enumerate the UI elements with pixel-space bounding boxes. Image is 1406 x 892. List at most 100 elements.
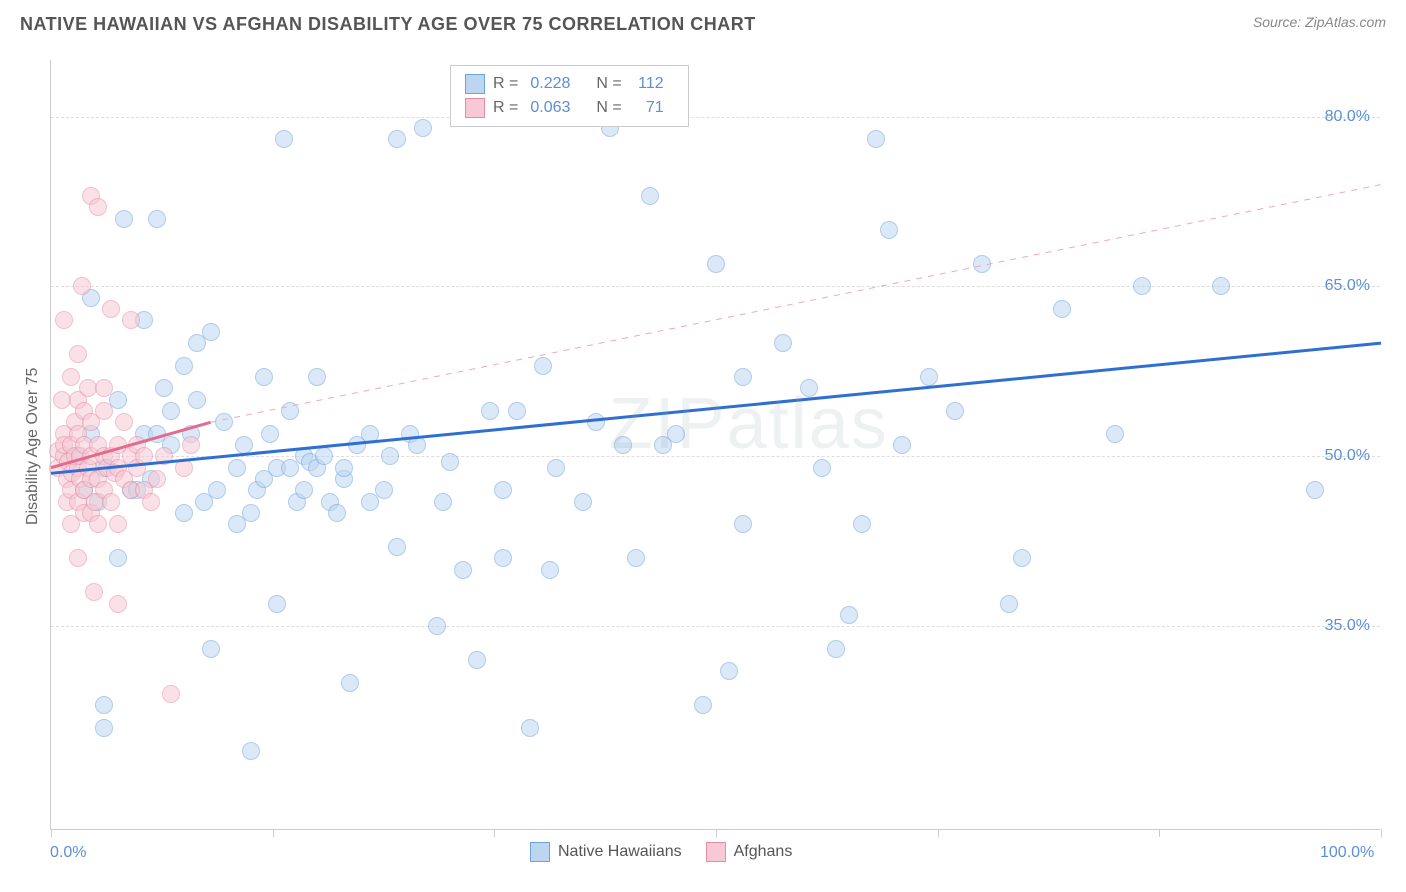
data-point (175, 504, 193, 522)
data-point (574, 493, 592, 511)
data-point (95, 402, 113, 420)
data-point (89, 515, 107, 533)
data-point (1133, 277, 1151, 295)
data-point (341, 674, 359, 692)
data-point (115, 210, 133, 228)
data-point (720, 662, 738, 680)
data-point (295, 481, 313, 499)
data-point (202, 323, 220, 341)
data-point (1000, 595, 1018, 613)
data-point (1053, 300, 1071, 318)
x-tick-label: 0.0% (50, 844, 86, 862)
data-point (800, 379, 818, 397)
gridline (51, 456, 1380, 457)
x-tick (494, 829, 495, 837)
data-point (315, 447, 333, 465)
gridline (51, 117, 1380, 118)
series-label: Native Hawaiians (558, 843, 682, 861)
data-point (148, 210, 166, 228)
data-point (667, 425, 685, 443)
data-point (361, 425, 379, 443)
data-point (95, 719, 113, 737)
data-point (69, 549, 87, 567)
series-legend-item: Native Hawaiians (530, 842, 682, 862)
data-point (893, 436, 911, 454)
data-point (242, 742, 260, 760)
data-point (428, 617, 446, 635)
data-point (946, 402, 964, 420)
y-tick-label: 50.0% (1325, 447, 1370, 465)
gridline (51, 626, 1380, 627)
x-tick (1381, 829, 1382, 837)
data-point (268, 595, 286, 613)
data-point (175, 357, 193, 375)
data-point (162, 685, 180, 703)
gridline (51, 286, 1380, 287)
x-tick (51, 829, 52, 837)
data-point (85, 583, 103, 601)
data-point (375, 481, 393, 499)
data-point (641, 187, 659, 205)
series-legend-item: Afghans (706, 842, 793, 862)
data-point (1106, 425, 1124, 443)
legend-swatch (530, 842, 550, 862)
data-point (102, 300, 120, 318)
data-point (115, 413, 133, 431)
legend-swatch (465, 74, 485, 94)
legend-row: R =0.063N =71 (465, 96, 674, 120)
data-point (454, 561, 472, 579)
data-point (73, 277, 91, 295)
data-point (182, 436, 200, 454)
data-point (414, 119, 432, 137)
data-point (281, 402, 299, 420)
data-point (235, 436, 253, 454)
data-point (242, 504, 260, 522)
data-point (481, 402, 499, 420)
data-point (261, 425, 279, 443)
plot-area (50, 60, 1380, 830)
data-point (122, 311, 140, 329)
y-tick-label: 80.0% (1325, 108, 1370, 126)
x-tick (938, 829, 939, 837)
data-point (614, 436, 632, 454)
data-point (188, 391, 206, 409)
data-point (734, 515, 752, 533)
data-point (135, 447, 153, 465)
data-point (202, 640, 220, 658)
data-point (707, 255, 725, 273)
chart-title: NATIVE HAWAIIAN VS AFGHAN DISABILITY AGE… (20, 14, 756, 35)
data-point (388, 130, 406, 148)
data-point (215, 413, 233, 431)
data-point (880, 221, 898, 239)
legend-r-value: 0.228 (530, 72, 578, 96)
legend-n-value: 71 (634, 96, 664, 120)
data-point (547, 459, 565, 477)
data-point (441, 453, 459, 471)
data-point (827, 640, 845, 658)
data-point (155, 447, 173, 465)
data-point (109, 549, 127, 567)
data-point (62, 368, 80, 386)
data-point (587, 413, 605, 431)
data-point (335, 459, 353, 477)
data-point (541, 561, 559, 579)
y-tick-label: 65.0% (1325, 277, 1370, 295)
data-point (813, 459, 831, 477)
data-point (228, 459, 246, 477)
data-point (434, 493, 452, 511)
data-point (255, 368, 273, 386)
data-point (89, 198, 107, 216)
y-axis-title: Disability Age Over 75 (24, 368, 42, 525)
data-point (308, 368, 326, 386)
data-point (148, 470, 166, 488)
data-point (1306, 481, 1324, 499)
data-point (55, 311, 73, 329)
y-tick-label: 35.0% (1325, 617, 1370, 635)
data-point (328, 504, 346, 522)
data-point (95, 379, 113, 397)
data-point (867, 130, 885, 148)
data-point (388, 538, 406, 556)
legend-n-value: 112 (634, 72, 664, 96)
legend-swatch (706, 842, 726, 862)
series-legend: Native Hawaiians Afghans (530, 842, 792, 862)
